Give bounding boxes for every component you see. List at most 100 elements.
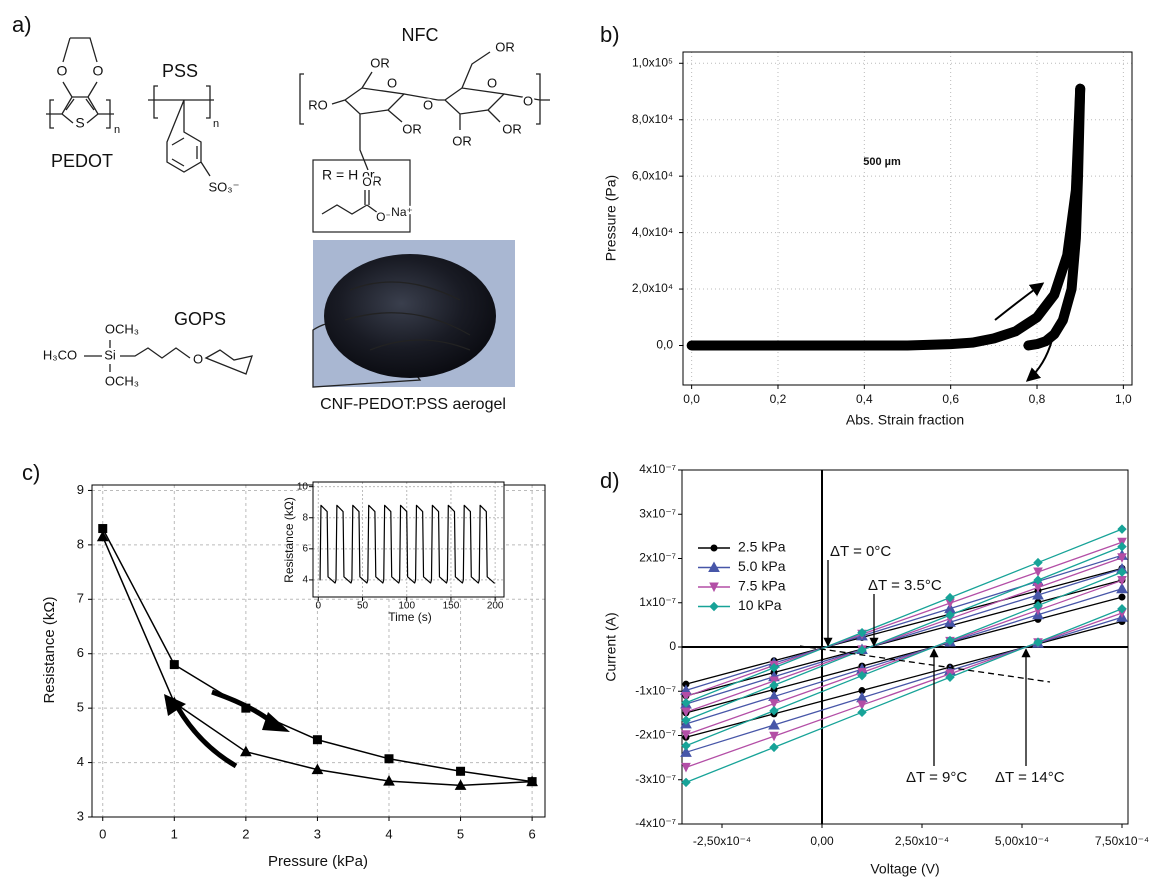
trend-line	[799, 645, 1051, 683]
y-tick-label: 6	[302, 543, 308, 554]
marker	[857, 707, 867, 718]
x-tick-label: 0	[99, 826, 106, 841]
annotation: ΔT = 3.5°C	[868, 577, 942, 594]
atom-label: n	[213, 118, 219, 130]
y-axis-label: Pressure (Pa)	[603, 175, 619, 261]
atom-label: OCH₃	[105, 373, 139, 388]
legend-label: 2.5 kPa	[738, 539, 786, 555]
data-line	[685, 579, 1123, 736]
molecule-name: PEDOT	[51, 151, 113, 171]
marker	[857, 670, 867, 681]
data-line	[685, 612, 1123, 769]
y-tick-label: 8,0x10⁴	[632, 112, 673, 126]
marker	[384, 754, 394, 764]
y-axis-label: Current (A)	[603, 612, 619, 681]
nfc-structure	[299, 51, 550, 171]
marker	[769, 680, 779, 690]
marker	[945, 672, 955, 682]
pss-structure	[148, 85, 214, 177]
data-line	[685, 620, 1123, 738]
photo-texture	[344, 281, 471, 351]
x-tick-label: 5	[457, 826, 464, 841]
marker	[1033, 600, 1043, 611]
molecule-name: NFC	[402, 25, 439, 45]
y-axis-label: Resistance (kΩ)	[41, 596, 58, 703]
data-line	[1023, 83, 1086, 351]
marker	[681, 692, 691, 702]
data-line	[685, 596, 1123, 714]
marker	[311, 763, 324, 775]
atom-label: RO	[308, 97, 328, 112]
data-line	[686, 83, 1086, 351]
x-tick-label: 4	[385, 826, 392, 841]
x-tick-label: 2,50x10⁻⁴	[895, 834, 949, 848]
marker	[945, 610, 955, 620]
marker	[857, 627, 867, 638]
x-tick-label: 1	[171, 826, 178, 841]
marker	[1033, 567, 1043, 578]
x-tick-label: 150	[443, 601, 460, 612]
x-axis-label: Time (s)	[388, 610, 432, 624]
legend-marker	[708, 561, 720, 572]
y-tick-label: 4x10⁻⁷	[639, 462, 676, 476]
y-tick-label: -4x10⁻⁷	[635, 816, 676, 830]
data-line	[685, 528, 1123, 704]
marker	[456, 766, 466, 776]
y-tick-label: 10	[297, 481, 309, 492]
y-tick-label: 5	[77, 700, 84, 715]
legend-label: 5.0 kPa	[738, 558, 786, 574]
marker	[681, 741, 691, 751]
marker	[1033, 637, 1043, 647]
x-tick-label: 0,2	[770, 392, 787, 406]
y-tick-label: 2,0x10⁴	[632, 281, 673, 295]
atom-label: O	[487, 75, 497, 90]
atom-label: O	[523, 93, 533, 108]
marker	[681, 698, 691, 708]
plot-frame	[682, 51, 1133, 386]
y-tick-label: 3x10⁻⁷	[639, 506, 676, 520]
y-tick-label: 0,0	[656, 338, 673, 352]
annotation: ΔT = 0°C	[830, 543, 891, 560]
atom-label: Na⁺	[391, 205, 413, 219]
y-tick-label: -2x10⁻⁷	[635, 728, 676, 742]
data-line	[685, 608, 1123, 784]
marker	[680, 746, 692, 757]
legend-label: 10 kPa	[738, 597, 782, 613]
r-group-box	[312, 159, 411, 233]
marker	[681, 715, 691, 725]
marker	[383, 775, 395, 786]
marker	[945, 592, 955, 603]
x-tick-label: 6	[529, 826, 536, 841]
marker	[1117, 541, 1127, 552]
marker	[681, 707, 691, 718]
marker	[769, 731, 779, 742]
x-axis-label: Abs. Strain fraction	[846, 412, 964, 428]
x-tick-label: 50	[357, 601, 369, 612]
increase-arrow-head	[262, 712, 290, 732]
plot-frame	[312, 481, 505, 598]
y-tick-label: 3	[77, 808, 84, 823]
x-tick-label: 0,00	[810, 834, 834, 848]
marker	[769, 706, 779, 716]
atom-label: OR	[502, 121, 522, 136]
marker	[312, 735, 322, 745]
y-axis-label: Resistance (kΩ)	[282, 497, 296, 583]
x-tick-label: 3	[314, 826, 321, 841]
atom-label: n	[114, 124, 120, 136]
atom-label: H₃CO	[43, 347, 77, 362]
decrease-arrow-head	[164, 694, 186, 716]
atom-label: Si	[104, 347, 116, 362]
marker	[1033, 575, 1043, 585]
panel-label: b)	[600, 22, 620, 47]
legend-marker	[709, 582, 719, 593]
atom-label: SO₃⁻	[209, 179, 240, 194]
marker	[769, 699, 779, 709]
marker	[769, 663, 779, 673]
x-tick-label: 0,6	[942, 392, 959, 406]
marker	[857, 645, 867, 655]
y-tick-label: 0	[669, 639, 676, 653]
y-tick-label: 4,0x10⁴	[632, 225, 673, 239]
atom-label: S	[75, 115, 84, 131]
x-axis-label: Voltage (V)	[870, 861, 939, 877]
atom-label: OR	[495, 39, 515, 54]
